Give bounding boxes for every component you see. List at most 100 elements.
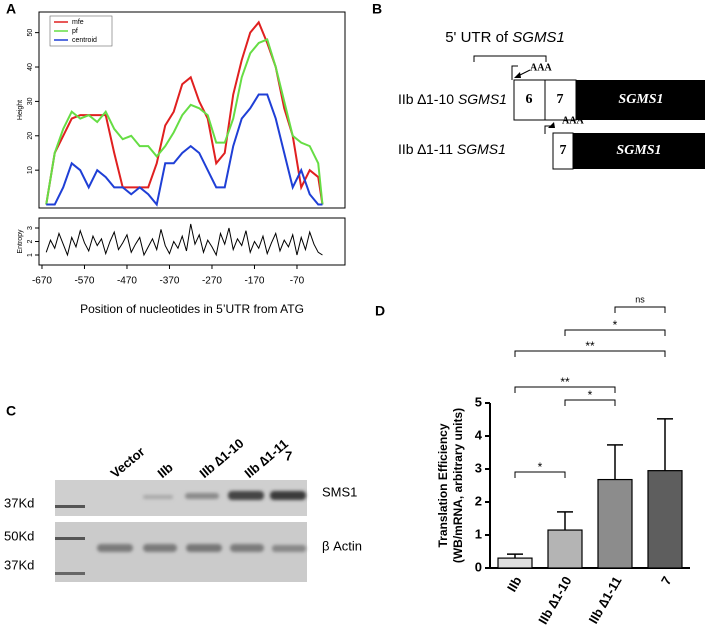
y-tick-label: 3: [27, 226, 34, 230]
marker-label: 37Kd: [4, 495, 34, 510]
cds-label: SGMS1: [618, 92, 663, 107]
y-axis-label: Entropy: [17, 229, 24, 254]
diagram-title: 5' UTR of SGMS1: [445, 29, 565, 46]
significance-bracket: [514, 471, 566, 478]
y-tick-label: 0: [475, 559, 482, 574]
construct-label: IIb ∆1-10 SGMS1: [398, 91, 507, 107]
x-tick-label: -70: [290, 276, 305, 287]
x-tick-label: -270: [202, 276, 222, 287]
significance-bracket: [564, 329, 666, 336]
plot-frame: [38, 11, 346, 209]
y-tick-label: 5: [475, 394, 482, 409]
diagram: 5' UTR of SGMS1 IIb ∆1-10 SGMS1 AAA 6 7 …: [398, 29, 705, 170]
band: [186, 544, 222, 552]
legend-label: pf: [72, 28, 78, 35]
x-tick-label: -370: [159, 276, 179, 287]
significance-bracket: [514, 386, 616, 393]
x-tick-label: -470: [117, 276, 137, 287]
construct-label: IIb ∆1-11 SGMS1: [398, 141, 506, 157]
y-axis-label: (WB/mRNA, arbitrary units): [451, 408, 465, 563]
exon-label: 7: [560, 143, 567, 158]
ladder-band: [55, 505, 85, 508]
y-tick-label: 3: [475, 460, 482, 475]
title-text: 5' UTR of: [445, 29, 512, 46]
exon-label: 7: [557, 92, 564, 107]
cds-box: [576, 80, 705, 120]
data-line: [45, 223, 323, 257]
y-tick-label: 4: [475, 427, 483, 442]
lane-label: Vector: [107, 444, 147, 481]
construct-gene: SGMS1: [458, 91, 507, 107]
band: [185, 493, 219, 499]
data-line: [46, 93, 323, 207]
x-axis-label: Position of nucleotides in 5’UTR from AT…: [80, 302, 304, 316]
y-tick-label: 1: [475, 526, 482, 541]
lane-label: IIb: [154, 460, 175, 481]
significance-label: ns: [635, 294, 645, 304]
panel-label: A: [6, 1, 16, 17]
y-axis-label: Height: [17, 100, 24, 120]
ladder-band: [55, 537, 85, 540]
band: [230, 544, 264, 552]
bar: [647, 470, 683, 569]
x-tick-label: IIb ∆1-11: [586, 574, 625, 627]
title-gene: SGMS1: [512, 29, 565, 46]
y-tick-label: 40: [27, 63, 34, 71]
band: [97, 544, 133, 552]
band: [143, 495, 173, 499]
y-tick-label: 2: [475, 493, 482, 508]
y-tick-label: 30: [27, 97, 34, 105]
significance-label: **: [585, 339, 595, 353]
aaa-tag: AAA: [530, 62, 552, 73]
x-tick-label: IIb: [504, 574, 525, 595]
x-tick-label: IIb ∆1-10: [535, 574, 574, 627]
arrowhead: [548, 122, 555, 128]
x-tick-label: -570: [74, 276, 94, 287]
y-tick-label: 20: [27, 132, 34, 140]
x-tick-label: -670: [32, 276, 52, 287]
start-marker: [511, 65, 518, 80]
panel-label: C: [6, 403, 16, 419]
bar: [497, 557, 533, 569]
band: [272, 545, 306, 552]
panel-label: D: [375, 303, 385, 319]
plot-frame: [38, 217, 346, 266]
start-marker: [544, 125, 551, 134]
legend-label: centroid: [72, 37, 97, 44]
x-tick-label: -170: [244, 276, 264, 287]
blot-membrane: [55, 480, 307, 516]
data-line: [45, 38, 324, 205]
legend-label: mfe: [72, 19, 84, 26]
y-tick-label: 10: [27, 166, 34, 174]
lane-label: IIb ∆1-10: [196, 436, 246, 481]
construct-name: IIb ∆1-11: [398, 141, 457, 157]
significance-bracket: [614, 306, 666, 313]
significance-label: *: [588, 388, 593, 402]
significance-label: *: [613, 318, 618, 332]
cds-label: SGMS1: [616, 143, 661, 158]
significance-bracket: [514, 350, 666, 357]
blot-membrane: [55, 522, 307, 582]
aaa-tag: AAA: [562, 115, 584, 126]
construct-gene: SGMS1: [457, 141, 506, 157]
band: [143, 544, 177, 552]
bar: [547, 529, 583, 569]
ladder-band: [55, 572, 85, 575]
construct-name: IIb ∆1-10: [398, 91, 458, 107]
marker-label: 50Kd: [4, 528, 34, 543]
cds-box: [573, 133, 705, 169]
y-tick-label: 2: [27, 239, 34, 243]
x-tick-label: 7: [658, 574, 675, 588]
marker-label: 37Kd: [4, 557, 34, 572]
exon-label: 6: [526, 92, 533, 107]
bar: [597, 478, 633, 569]
significance-label: *: [538, 460, 543, 474]
row-label: β Actin: [322, 538, 362, 553]
significance-bracket: [564, 399, 616, 406]
lane-label: 7: [285, 448, 292, 463]
y-tick-label: 50: [27, 29, 34, 37]
lane-label: IIb ∆1-11: [241, 436, 291, 481]
y-axis-label: Translation Efficiency: [436, 423, 450, 547]
panel-label: B: [372, 1, 382, 17]
